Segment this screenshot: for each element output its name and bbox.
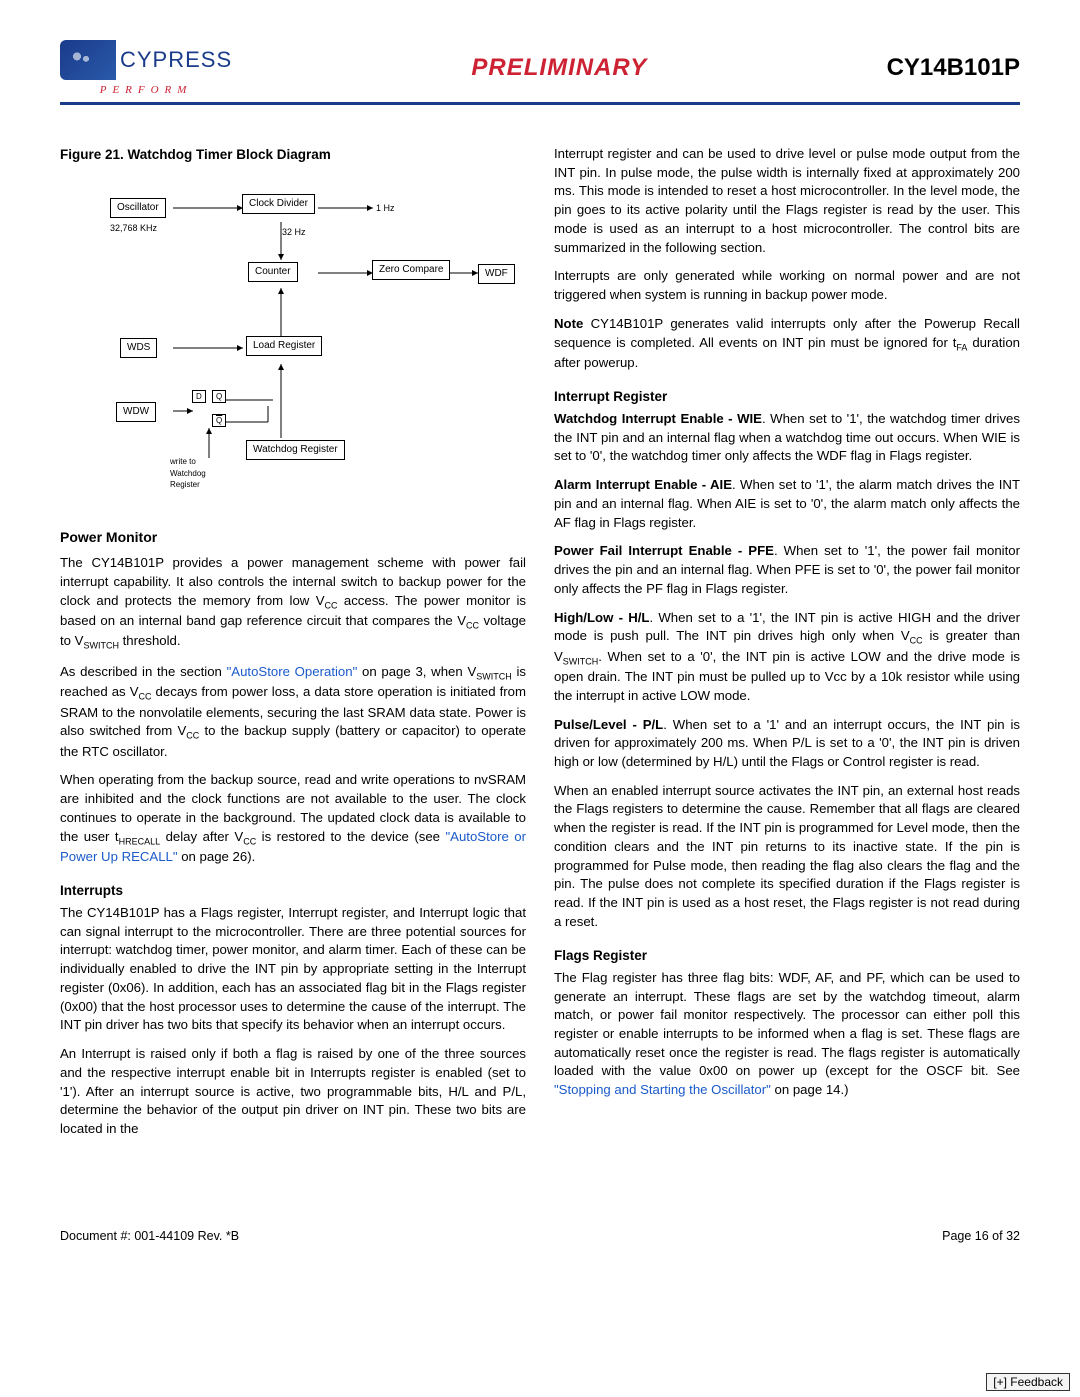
cont-paragraph-2: Interrupts are only generated while work… <box>554 267 1020 304</box>
page-footer: Document #: 001-44109 Rev. *B Page 16 of… <box>60 1229 1020 1243</box>
dq-qbar-label: Q <box>212 414 226 427</box>
pm-paragraph-3: When operating from the backup source, r… <box>60 771 526 866</box>
int-paragraph-1: The CY14B101P has a Flags register, Inte… <box>60 904 526 1035</box>
logo-block: CYPRESS PERFORM <box>60 40 232 96</box>
pfe-paragraph: Power Fail Interrupt Enable - PFE. When … <box>554 542 1020 598</box>
pm-paragraph-1: The CY14B101P provides a power managemen… <box>60 554 526 653</box>
wdw-box: WDW <box>116 402 156 422</box>
page-number: Page 16 of 32 <box>942 1229 1020 1243</box>
preliminary-label: PRELIMINARY <box>471 54 647 82</box>
aie-paragraph: Alarm Interrupt Enable - AIE. When set t… <box>554 476 1020 532</box>
load-register-box: Load Register <box>246 336 322 356</box>
cont-paragraph-3: Note CY14B101P generates valid interrupt… <box>554 315 1020 373</box>
perform-tagline: PERFORM <box>100 84 193 96</box>
interrupts-heading: Interrupts <box>60 881 526 900</box>
figure-title: Figure 21. Watchdog Timer Block Diagram <box>60 145 526 164</box>
zero-compare-box: Zero Compare <box>372 260 450 280</box>
wie-paragraph: Watchdog Interrupt Enable - WIE. When se… <box>554 410 1020 466</box>
clock-divider-box: Clock Divider <box>242 194 315 214</box>
power-monitor-heading: Power Monitor <box>60 528 526 548</box>
part-number: CY14B101P <box>887 54 1020 82</box>
wdf-box: WDF <box>478 264 515 284</box>
left-column: Figure 21. Watchdog Timer Block Diagram <box>60 145 526 1149</box>
oscillator-link[interactable]: "Stopping and Starting the Oscillator" <box>554 1082 771 1097</box>
interrupt-register-heading: Interrupt Register <box>554 387 1020 406</box>
write-note-label: write to Watchdog Register <box>170 456 206 490</box>
autostore-link[interactable]: "AutoStore Operation" <box>227 664 358 679</box>
ir-paragraph-6: When an enabled interrupt source activat… <box>554 782 1020 932</box>
dq-q-label: Q <box>212 390 226 403</box>
logo-text: CYPRESS <box>120 47 232 73</box>
dq-d-label: D <box>192 390 206 403</box>
wds-box: WDS <box>120 338 157 358</box>
counter-box: Counter <box>248 262 298 282</box>
page-header: CYPRESS PERFORM PRELIMINARY CY14B101P <box>60 40 1020 105</box>
pl-paragraph: Pulse/Level - P/L. When set to a '1' and… <box>554 716 1020 772</box>
fr-paragraph-1: The Flag register has three flag bits: W… <box>554 969 1020 1100</box>
flags-register-heading: Flags Register <box>554 946 1020 965</box>
cypress-logo-icon <box>60 40 116 80</box>
freq-1hz-label: 1 Hz <box>376 202 395 215</box>
pm-paragraph-2: As described in the section "AutoStore O… <box>60 663 526 762</box>
cont-paragraph-1: Interrupt register and can be used to dr… <box>554 145 1020 257</box>
feedback-button[interactable]: [+] Feedback <box>986 1373 1070 1391</box>
right-column: Interrupt register and can be used to dr… <box>554 145 1020 1149</box>
freq-32768-label: 32,768 KHz <box>110 222 157 235</box>
block-diagram: Oscillator 32,768 KHz Clock Divider 32 H… <box>60 178 526 508</box>
freq-32hz-label: 32 Hz <box>282 226 306 239</box>
int-paragraph-2: An Interrupt is raised only if both a fl… <box>60 1045 526 1139</box>
oscillator-box: Oscillator <box>110 198 166 218</box>
hl-paragraph: High/Low - H/L. When set to a '1', the I… <box>554 609 1020 706</box>
document-number: Document #: 001-44109 Rev. *B <box>60 1229 239 1243</box>
watchdog-register-box: Watchdog Register <box>246 440 345 460</box>
